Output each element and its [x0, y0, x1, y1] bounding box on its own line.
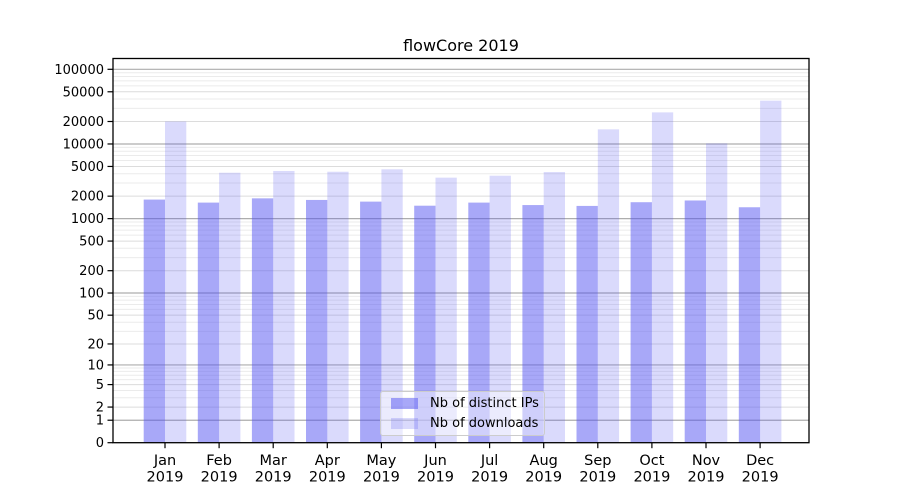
y-tick-label: 20000: [63, 115, 104, 130]
y-tick-label: 200: [79, 264, 104, 279]
x-tick-label-month: Feb: [206, 453, 232, 469]
bar-nb-of-distinct-ips-may: [360, 201, 382, 443]
x-tick-label-year: 2019: [742, 470, 779, 486]
bar-nb-of-downloads-oct: [651, 112, 674, 443]
y-tick-label: 50: [87, 309, 104, 324]
legend-swatch-downloads: [391, 418, 418, 429]
x-tick-label-month: Jun: [423, 453, 447, 469]
chart-title: flowCore 2019: [403, 36, 519, 55]
bar-nb-of-downloads-may: [381, 169, 403, 443]
x-tick-label-month: Sep: [584, 453, 611, 469]
x-tick-label-month: Jan: [153, 453, 176, 469]
bar-nb-of-distinct-ips-oct: [630, 202, 652, 443]
x-tick-label-year: 2019: [633, 470, 670, 486]
legend-item-downloads: Nb of downloads: [389, 416, 539, 431]
y-tick-label: 50000: [63, 85, 104, 100]
bar-nb-of-distinct-ips-dec: [738, 207, 761, 443]
y-tick-label: 100000: [54, 63, 104, 78]
y-tick-label: 5000: [71, 160, 104, 175]
x-tick-label-year: 2019: [579, 470, 616, 486]
legend-item-distinct-ips: Nb of distinct IPs: [389, 396, 539, 411]
x-tick-label-month: May: [366, 453, 396, 469]
bar-nb-of-downloads-feb: [219, 172, 241, 443]
legend-swatch-distinct-ips: [391, 398, 418, 409]
bar-nb-of-downloads-jun: [435, 177, 457, 443]
bar-nb-of-distinct-ips-jul: [468, 202, 490, 443]
y-tick-label: 1: [96, 414, 104, 429]
x-tick-label-year: 2019: [255, 470, 292, 486]
x-tick-label-month: Oct: [639, 453, 664, 469]
x-tick-label-year: 2019: [363, 470, 400, 486]
legend: Nb of distinct IPs Nb of downloads: [380, 391, 545, 436]
y-tick-label: 500: [79, 235, 104, 250]
x-tick-label-month: Mar: [260, 453, 287, 469]
y-tick-label: 1000: [71, 212, 104, 227]
y-tick-label: 2: [96, 401, 104, 416]
bar-nb-of-downloads-apr: [327, 171, 349, 443]
y-tick-label: 5: [96, 378, 104, 393]
bar-nb-of-distinct-ips-jan: [143, 199, 165, 443]
x-tick-label-year: 2019: [417, 470, 454, 486]
legend-label-downloads: Nb of downloads: [430, 416, 539, 431]
bar-nb-of-distinct-ips-sep: [576, 205, 598, 443]
bar-nb-of-distinct-ips-mar: [251, 198, 274, 443]
bar-nb-of-distinct-ips-nov: [684, 200, 706, 443]
x-tick-label-month: Nov: [692, 453, 721, 469]
y-tick-label: 100: [79, 287, 104, 302]
y-tick-label: 10: [87, 358, 104, 373]
x-tick-label-year: 2019: [147, 470, 184, 486]
x-tick-label-year: 2019: [201, 470, 238, 486]
x-tick-label-month: Dec: [746, 453, 774, 469]
bar-nb-of-downloads-jul: [489, 175, 511, 443]
bar-nb-of-distinct-ips-jun: [414, 205, 436, 443]
x-tick-label-month: Jul: [480, 453, 499, 469]
bar-nb-of-downloads-nov: [706, 143, 728, 443]
bar-nb-of-distinct-ips-apr: [306, 199, 328, 443]
y-tick-label: 20: [87, 337, 104, 352]
x-tick-label-year: 2019: [525, 470, 562, 486]
bar-nb-of-downloads-mar: [273, 170, 295, 443]
legend-label-distinct-ips: Nb of distinct IPs: [430, 396, 539, 411]
bar-nb-of-distinct-ips-feb: [197, 202, 220, 443]
y-tick-label: 0: [96, 436, 104, 451]
y-tick-label: 10000: [63, 137, 104, 152]
y-tick-label: 2000: [71, 190, 104, 205]
plot-border: [112, 57, 810, 444]
bar-nb-of-downloads-sep: [597, 129, 620, 443]
x-tick-label-year: 2019: [309, 470, 346, 486]
x-tick-label-month: Apr: [315, 453, 340, 469]
x-tick-label-month: Aug: [530, 453, 558, 469]
bar-nb-of-downloads-jan: [165, 121, 187, 443]
bar-nb-of-downloads-dec: [760, 100, 782, 443]
bar-nb-of-downloads-aug: [543, 172, 565, 443]
x-tick-label-year: 2019: [471, 470, 508, 486]
bar-nb-of-distinct-ips-aug: [522, 205, 544, 443]
x-tick-label-year: 2019: [688, 470, 725, 486]
